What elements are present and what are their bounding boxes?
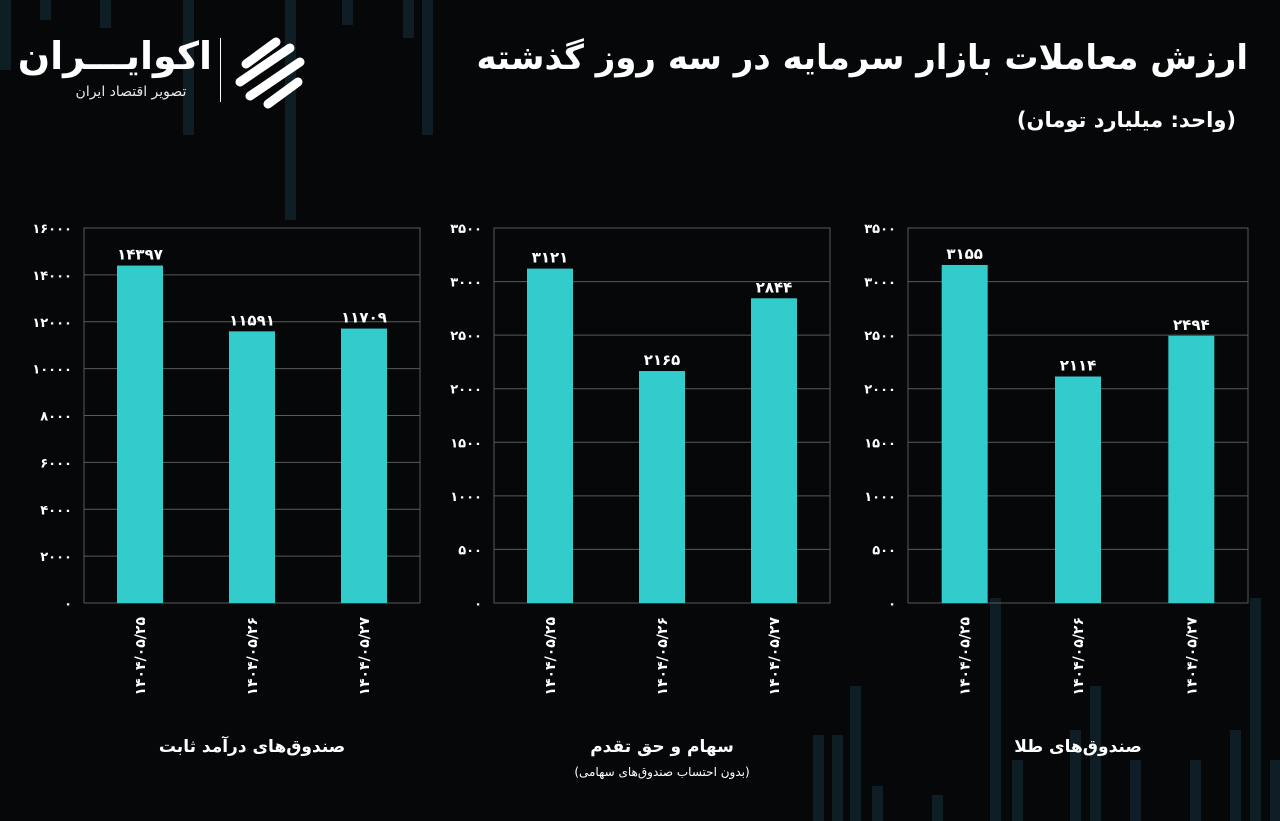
bar-fixed-income (341, 328, 387, 603)
y-tick-label-fixed-income: ۰ (64, 597, 72, 612)
y-tick-label-fixed-income: ۲۰۰۰ (40, 550, 72, 565)
x-tick-label-gold: ۱۴۰۴/۰۵/۲۷ (1184, 617, 1200, 696)
data-label-stocks: ۳۱۲۱ (532, 249, 569, 267)
y-tick-label-fixed-income: ۱۴۰۰۰ (32, 269, 72, 284)
bar-gold (1055, 376, 1101, 603)
data-label-gold: ۳۱۵۵ (946, 245, 983, 263)
y-tick-label-gold: ۳۰۰۰ (864, 276, 896, 291)
x-tick-label-fixed-income: ۱۴۰۴/۰۵/۲۵ (133, 617, 149, 696)
data-label-fixed-income: ۱۱۷۰۹ (341, 309, 387, 327)
x-tick-label-fixed-income: ۱۴۰۴/۰۵/۲۷ (357, 617, 373, 696)
y-tick-label-gold: ۵۰۰ (872, 543, 896, 558)
bar-gold (941, 264, 988, 603)
unit-label: (واحد: میلیارد تومان) (1016, 108, 1236, 132)
y-tick-label-fixed-income: ۸۰۰۰ (40, 410, 72, 425)
y-tick-label-gold: ۰ (888, 597, 896, 612)
data-label-gold: ۲۴۹۴ (1173, 316, 1210, 334)
y-tick-label-fixed-income: ۴۰۰۰ (40, 503, 72, 518)
y-tick-label-stocks: ۰ (474, 597, 482, 612)
y-tick-label-fixed-income: ۱۲۰۰۰ (32, 316, 72, 331)
bar-stocks (639, 371, 685, 603)
data-label-gold: ۲۱۱۴ (1060, 357, 1097, 375)
y-tick-label-fixed-income: ۶۰۰۰ (40, 456, 72, 471)
bar-fixed-income (229, 331, 275, 603)
data-label-stocks: ۲۸۴۴ (756, 278, 793, 296)
brand-tagline: تصویر اقتصاد ایران (75, 84, 187, 100)
bar-stocks (751, 298, 797, 603)
chart-caption-gold: صندوق‌های طلا (1014, 737, 1142, 757)
y-tick-label-stocks: ۳۵۰۰ (450, 222, 482, 237)
bar-stocks (527, 268, 573, 603)
brand-block: اکوایـــران تصویر اقتصاد ایران (17, 34, 320, 114)
y-tick-label-gold: ۲۵۰۰ (864, 329, 896, 344)
brand-separator (220, 38, 221, 102)
bar-fixed-income (117, 265, 163, 603)
y-tick-label-stocks: ۲۵۰۰ (450, 329, 482, 344)
y-tick-label-fixed-income: ۱۶۰۰۰ (32, 222, 72, 237)
y-tick-label-gold: ۳۵۰۰ (864, 222, 896, 237)
page-title: ارزش معاملات بازار سرمایه در سه روز گذشت… (476, 38, 1248, 78)
brand-name: اکوایـــران (17, 34, 212, 78)
y-tick-label-stocks: ۵۰۰ (458, 543, 482, 558)
x-tick-label-stocks: ۱۴۰۴/۰۵/۲۶ (655, 617, 671, 696)
data-label-fixed-income: ۱۴۳۹۷ (117, 246, 163, 264)
bar-gold (1168, 335, 1215, 603)
chart-caption-fixed-income: صندوق‌های درآمد ثابت (158, 737, 346, 757)
x-tick-label-fixed-income: ۱۴۰۴/۰۵/۲۶ (245, 617, 261, 696)
x-tick-label-stocks: ۱۴۰۴/۰۵/۲۷ (767, 617, 783, 696)
data-label-fixed-income: ۱۱۵۹۱ (229, 311, 275, 329)
x-tick-label-gold: ۱۴۰۴/۰۵/۲۵ (958, 617, 974, 696)
x-tick-label-gold: ۱۴۰۴/۰۵/۲۶ (1071, 617, 1087, 696)
y-tick-label-gold: ۲۰۰۰ (864, 383, 896, 398)
chart-subcaption-stocks: (بدون احتساب صندوق‌های سهامی) (574, 765, 750, 779)
ecoiran-swirl-logo-icon (235, 37, 305, 109)
y-tick-label-stocks: ۲۰۰۰ (450, 383, 482, 398)
x-tick-label-stocks: ۱۴۰۴/۰۵/۲۵ (543, 617, 559, 696)
y-tick-label-gold: ۱۰۰۰ (864, 490, 896, 505)
y-tick-label-fixed-income: ۱۰۰۰۰ (32, 363, 72, 378)
y-tick-label-stocks: ۳۰۰۰ (450, 276, 482, 291)
chart-caption-stocks: سهام و حق تقدم (590, 737, 734, 757)
y-tick-label-gold: ۱۵۰۰ (864, 436, 896, 451)
y-tick-label-stocks: ۱۰۰۰ (450, 490, 482, 505)
y-tick-label-stocks: ۱۵۰۰ (450, 436, 482, 451)
data-label-stocks: ۲۱۶۵ (644, 351, 681, 369)
